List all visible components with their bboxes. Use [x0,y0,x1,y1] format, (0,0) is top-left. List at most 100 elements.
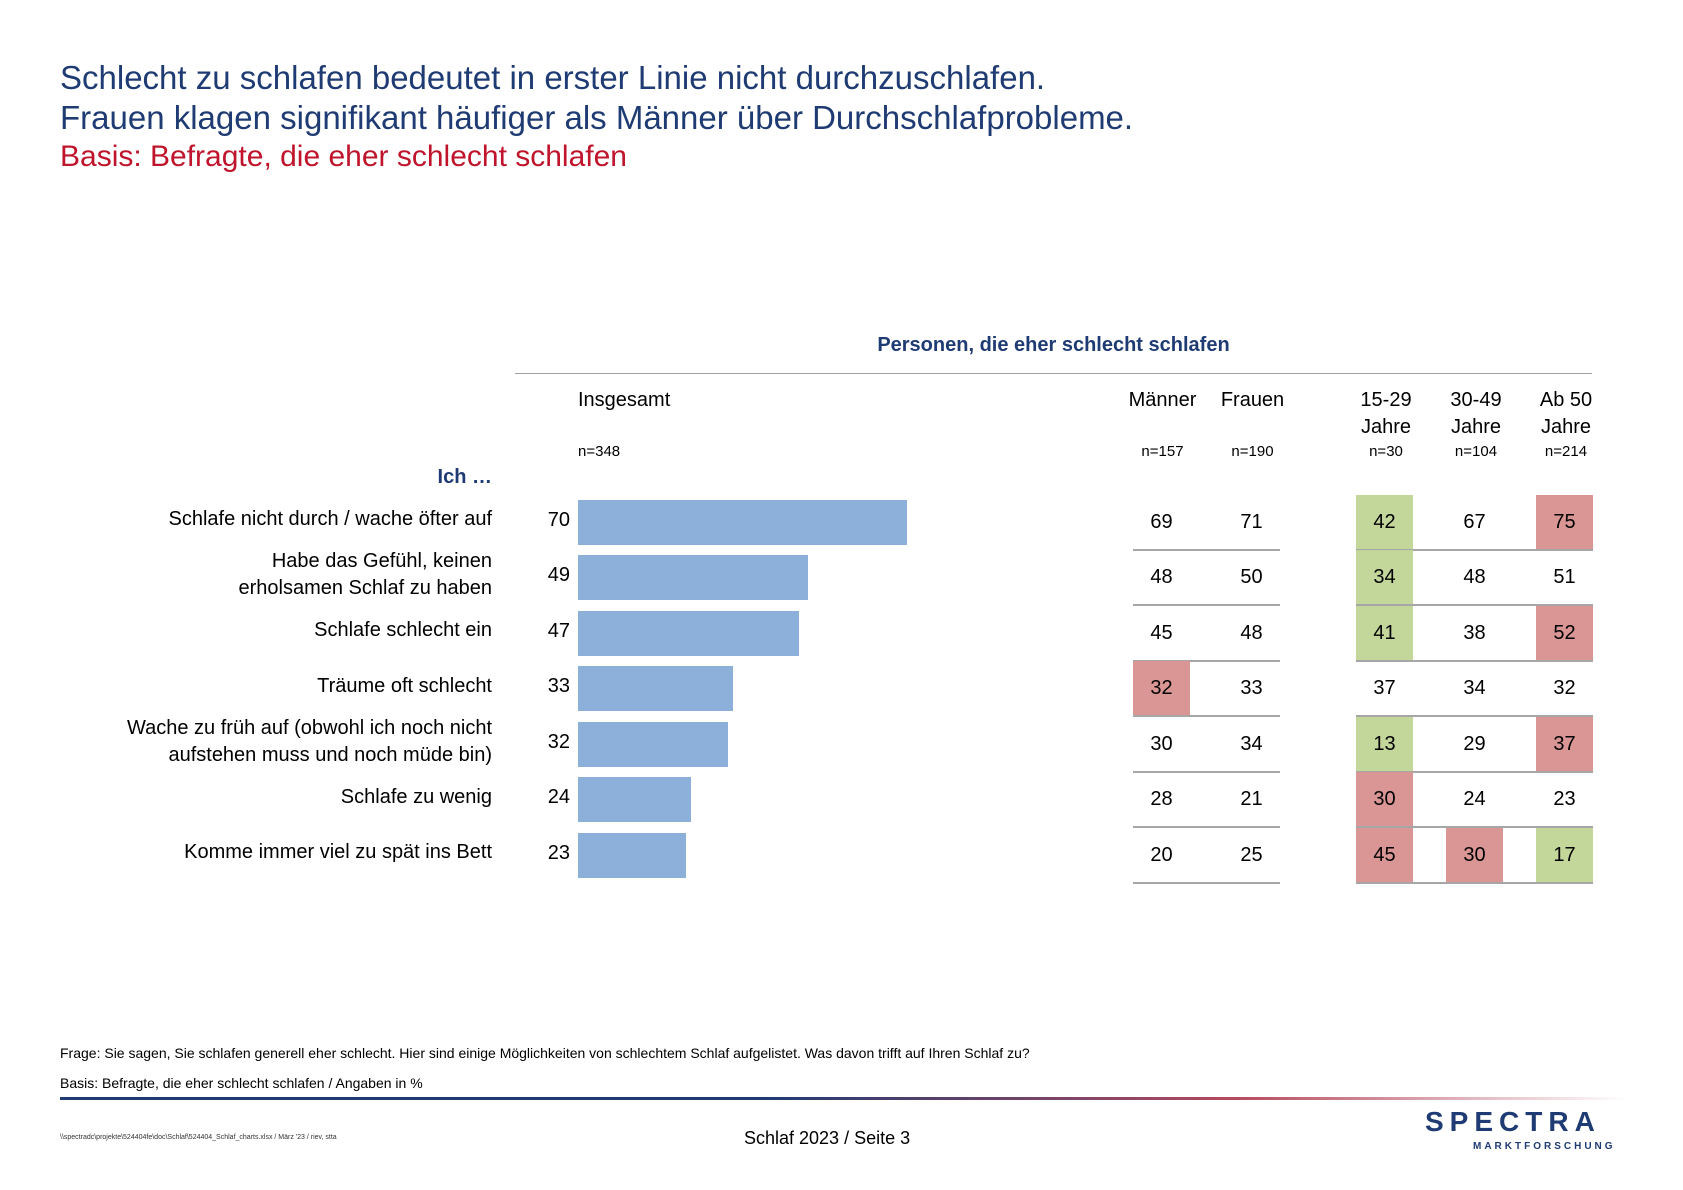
value-cell: 32 [1553,677,1576,699]
row-label: Habe das Gefühl, keinen erholsamen Schlaf… [239,548,493,602]
value-cell: 30 [1150,732,1173,755]
value-cell: 48 [1463,566,1486,588]
total-bar [578,499,907,545]
question-note: Frage: Sie sagen, Sie schlafen generell … [60,1045,1030,1061]
row-divider-gender [1133,715,1280,717]
value-cell: 67 [1463,510,1486,533]
n-15-29: n=30 [1369,443,1403,460]
value-cell: 42 [1356,494,1413,550]
col-header-30-49: 30-49 Jahre [1450,389,1502,438]
row-divider-gender [1133,659,1280,662]
value-cell: 13 [1356,716,1413,772]
value-cell: 37 [1536,716,1593,772]
row-divider-gender [1133,881,1280,884]
n-frauen: n=190 [1231,443,1274,460]
value-cell: 51 [1553,566,1576,588]
value-cell: 33 [1240,677,1263,699]
value-cell: 23 [1553,788,1576,810]
value-cell: 38 [1463,621,1486,644]
row-divider-age [1356,659,1593,662]
total-bar [578,610,799,656]
col-header-insgesamt: Insgesamt [578,389,671,411]
row-divider-gender [1133,604,1280,606]
section-divider [515,373,1592,374]
value-cell: 29 [1463,732,1486,755]
row-label-line: Schlafe nicht durch / wache öfter auf [168,508,492,531]
value-cell: 45 [1356,827,1413,883]
value-cell: 48 [1240,621,1263,644]
page-number: Schlaf 2023 / Seite 3 [744,1128,911,1148]
value-cell: 17 [1536,827,1593,883]
row-divider-gender [1133,548,1280,551]
n-30-49: n=104 [1454,443,1498,460]
spectra-logo: SPECTRA MARKTFORSCHUNG [1425,1106,1635,1156]
col-header-frauen: Frauen [1220,389,1285,411]
value-cell: 45 [1150,621,1173,644]
col-header-15-29: 15-29 Jahre [1360,389,1412,438]
value-cell: 30 [1446,827,1503,883]
value-cell: 50 [1240,566,1263,588]
col-header-maenner: Männer [1128,389,1197,411]
row-divider-age [1356,881,1593,884]
row-divider-gender [1133,826,1280,828]
total-bar [578,832,687,878]
total-bar [578,666,734,712]
title-line-2: Frauen klagen signifikant häufiger als M… [60,99,1134,136]
row-divider-age [1356,548,1593,551]
row-label-line: Wache zu früh auf (obwohl ich noch nicht [126,716,492,739]
value-cell: 32 [1133,661,1190,716]
footer-divider [60,1097,1628,1100]
value-cell: 34 [1240,732,1263,755]
section-title: Personen, die eher schlecht schlafen [877,334,1230,356]
row-label: Schlafe zu wenig [341,784,492,811]
n-maenner: n=157 [1141,443,1184,460]
total-value-label: 24 [547,786,570,809]
row-divider-gender [1133,770,1280,773]
row-label: Träume oft schlecht [317,673,492,700]
row-label-line: aufstehen muss und noch müde bin) [168,743,492,766]
n-ab-50: n=214 [1544,443,1588,460]
row-divider-age [1356,604,1593,606]
total-value-label: 47 [547,619,570,642]
value-cell: 21 [1240,788,1263,810]
row-label: Schlafe nicht durch / wache öfter auf [168,506,492,533]
row-label-line: Habe das Gefühl, keinen [271,550,492,573]
logo-subtitle: MARKTFORSCHUNG [1473,1141,1616,1152]
row-label-line: erholsamen Schlaf zu haben [238,577,493,600]
value-cell: 30 [1356,772,1413,827]
total-value-label: 49 [547,564,570,587]
logo-wordmark: SPECTRA [1425,1106,1601,1137]
total-value-label: 70 [547,508,570,531]
value-cell: 37 [1373,677,1396,699]
value-cell: 75 [1536,494,1593,550]
value-cell: 34 [1463,677,1486,699]
row-label: Wache zu früh auf (obwohl ich noch nicht… [127,715,492,769]
total-bar [578,721,729,767]
total-value-label: 32 [547,730,570,753]
row-label-line: Schlafe zu wenig [340,785,492,808]
title-basis: Basis: Befragte, die eher schlecht schla… [60,140,627,173]
file-path: \\spectradc\projekte\524404fe\doc\Schlaf… [60,1134,337,1141]
page-title: Schlecht zu schlafen bedeutet in erster … [60,58,1133,176]
row-label-line: Schlafe schlecht ein [314,619,492,642]
total-value-label: 23 [547,841,570,864]
row-label: Komme immer viel zu spät ins Bett [184,839,492,866]
row-divider-age [1356,715,1593,717]
n-insgesamt: n=348 [578,443,621,460]
value-cell: 34 [1356,550,1413,605]
title-line-1: Schlecht zu schlafen bedeutet in erster … [60,59,1046,96]
value-cell: 48 [1150,566,1173,588]
total-bar [578,555,809,601]
row-divider-age [1356,826,1593,828]
total-bar [578,777,691,823]
value-cell: 28 [1150,788,1173,810]
value-cell: 25 [1240,843,1263,866]
row-label-line: Träume oft schlecht [317,674,492,697]
row-header-ich: Ich … [437,466,492,488]
value-cell: 24 [1463,788,1486,810]
row-divider-age [1356,770,1593,773]
value-cell: 69 [1150,510,1173,533]
row-label-line: Komme immer viel zu spät ins Bett [184,841,492,864]
total-value-label: 33 [547,675,570,698]
value-cell: 71 [1240,510,1263,533]
